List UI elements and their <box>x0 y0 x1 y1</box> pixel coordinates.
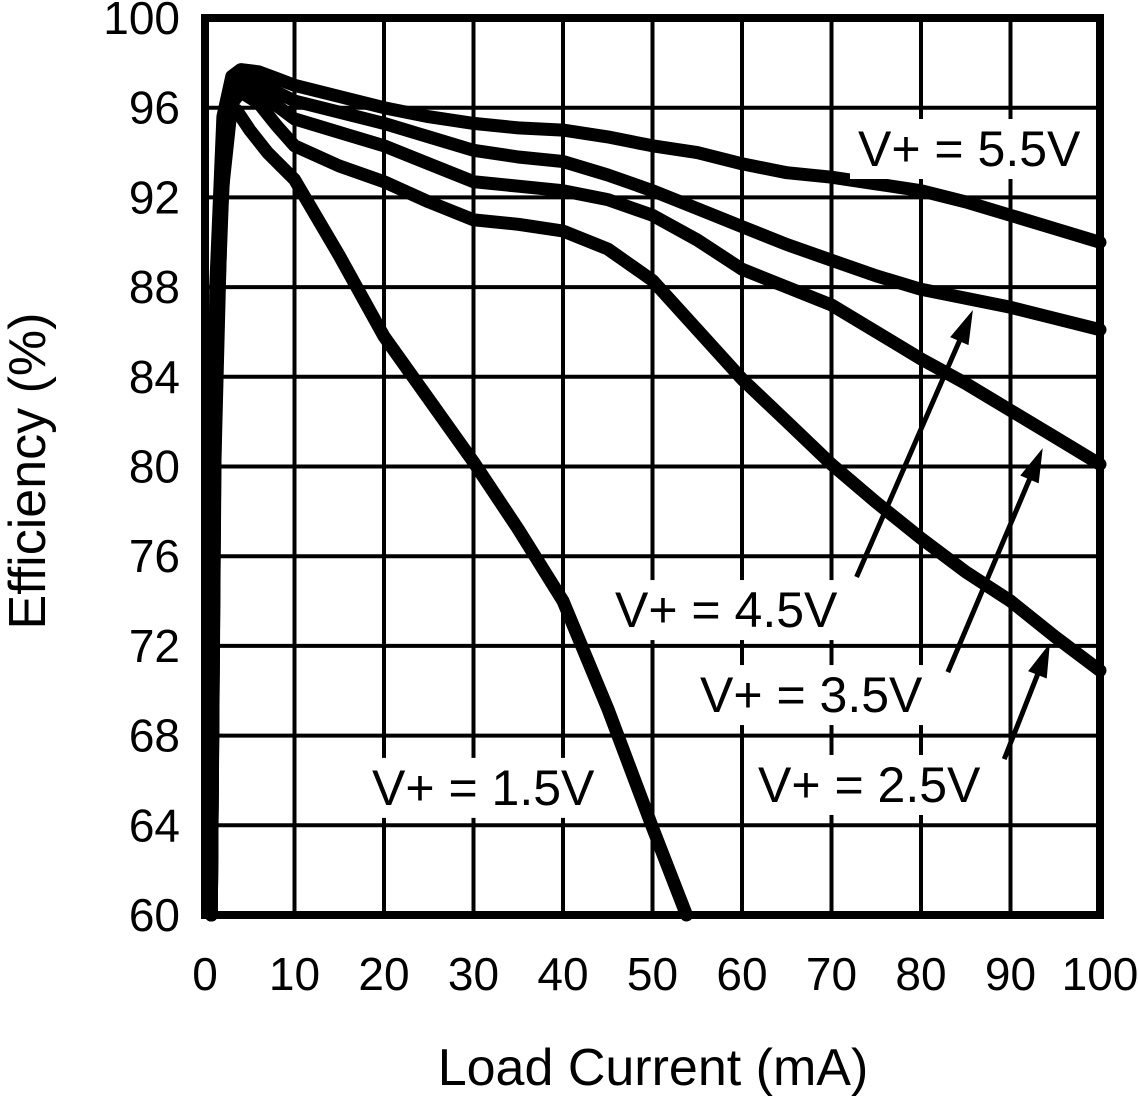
annotation-arrow-head <box>1020 448 1043 484</box>
curve-35v <box>204 76 1107 922</box>
curve-label-background <box>692 665 932 726</box>
annotation-arrow-line <box>945 469 1036 674</box>
x-tick-label: 70 <box>806 948 857 1000</box>
curve-label: V+ = 5.5V <box>858 121 1081 177</box>
curve-label: V+ = 1.5V <box>372 760 595 816</box>
x-tick-label: 30 <box>448 948 499 1000</box>
curve-label-background <box>364 757 604 818</box>
x-tick-label: 10 <box>269 948 320 1000</box>
y-axis-title: Efficiency (%) <box>0 313 57 630</box>
y-tick-label: 92 <box>129 171 180 223</box>
annotation-arrow-head <box>1028 643 1050 679</box>
curve-label: V+ = 3.5V <box>700 667 923 723</box>
y-tick-label: 76 <box>129 530 180 582</box>
y-tick-label: 80 <box>129 441 180 493</box>
annotation-arrow-line <box>854 330 966 579</box>
y-tick-label: 68 <box>129 710 180 762</box>
curve-15v <box>204 103 693 922</box>
curve-label: V+ = 4.5V <box>615 582 838 638</box>
curve-55v <box>204 63 1107 922</box>
curve-label: V+ = 2.5V <box>758 757 981 813</box>
curve-25v <box>204 85 1107 922</box>
x-axis-title: Load Current (mA) <box>438 1039 869 1097</box>
x-tick-label: 20 <box>358 948 409 1000</box>
x-tick-label: 100 <box>1062 948 1139 1000</box>
annotation-arrow-line <box>1001 664 1044 761</box>
x-tick-label: 60 <box>716 948 767 1000</box>
y-tick-label: 72 <box>129 620 180 672</box>
y-tick-label: 100 <box>103 0 180 44</box>
x-tick-label: 90 <box>985 948 1036 1000</box>
curve-label-background <box>750 754 990 815</box>
x-tick-label: 80 <box>895 948 946 1000</box>
annotation-arrow-head <box>950 309 973 346</box>
x-tick-label: 0 <box>192 948 218 1000</box>
y-tick-label: 60 <box>129 889 180 941</box>
y-tick-label: 64 <box>129 799 180 851</box>
y-tick-label: 96 <box>129 82 180 134</box>
x-tick-label: 40 <box>537 948 588 1000</box>
y-tick-label: 88 <box>129 261 180 313</box>
curve-label-background <box>849 119 1090 180</box>
curve-label-background <box>606 580 847 641</box>
y-tick-label: 84 <box>129 351 180 403</box>
x-tick-label: 50 <box>627 948 678 1000</box>
